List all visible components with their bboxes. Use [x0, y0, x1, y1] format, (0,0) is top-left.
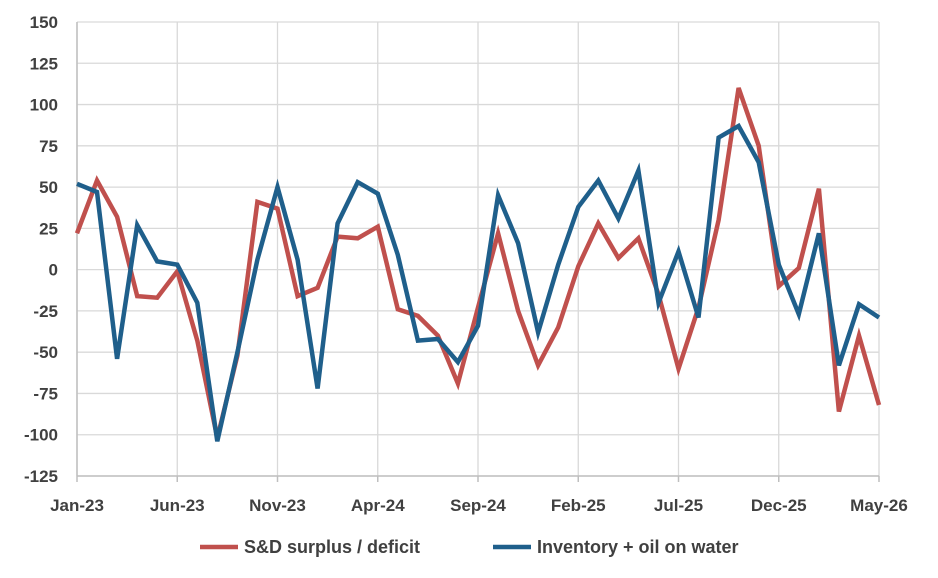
- legend-label: Inventory + oil on water: [537, 537, 739, 557]
- y-tick-label: 100: [30, 96, 58, 115]
- y-tick-label: -25: [33, 302, 58, 321]
- legend-label: S&D surplus / deficit: [244, 537, 420, 557]
- x-tick-label: May-26: [850, 496, 908, 515]
- y-tick-label: 150: [30, 13, 58, 32]
- series-lines: [74, 87, 882, 442]
- x-tick-label: Feb-25: [551, 496, 606, 515]
- y-tick-label: 0: [49, 261, 58, 280]
- y-tick-label: -100: [24, 426, 58, 445]
- y-tick-label: -75: [33, 384, 58, 403]
- y-axis-ticks: 150 125 100 75 50 25 0 -25 -50 -75 -100 -125: [24, 13, 58, 486]
- legend: S&D surplus / deficit Inventory + oil on …: [200, 537, 739, 557]
- x-tick-label: Dec-25: [751, 496, 807, 515]
- y-tick-label: -125: [24, 467, 58, 486]
- series-line-inventory-oil-on-water: [76, 122, 881, 442]
- y-tick-label: -50: [33, 343, 58, 362]
- x-tick-label: Nov-23: [249, 496, 306, 515]
- gridlines: [76, 21, 880, 482]
- y-tick-label: 75: [39, 137, 58, 156]
- y-tick-label: 25: [39, 219, 58, 238]
- x-tick-label: Jan-23: [50, 496, 104, 515]
- x-axis-ticks: Jan-23 Jun-23 Nov-23 Apr-24 Sep-24 Feb-25 Jul-…: [50, 496, 908, 515]
- x-tick-label: Jul-25: [654, 496, 703, 515]
- y-tick-label: 125: [30, 54, 58, 73]
- y-tick-label: 50: [39, 178, 58, 197]
- x-tick-label: Sep-24: [450, 496, 506, 515]
- x-tick-label: Apr-24: [351, 496, 405, 515]
- x-tick-label: Jun-23: [150, 496, 205, 515]
